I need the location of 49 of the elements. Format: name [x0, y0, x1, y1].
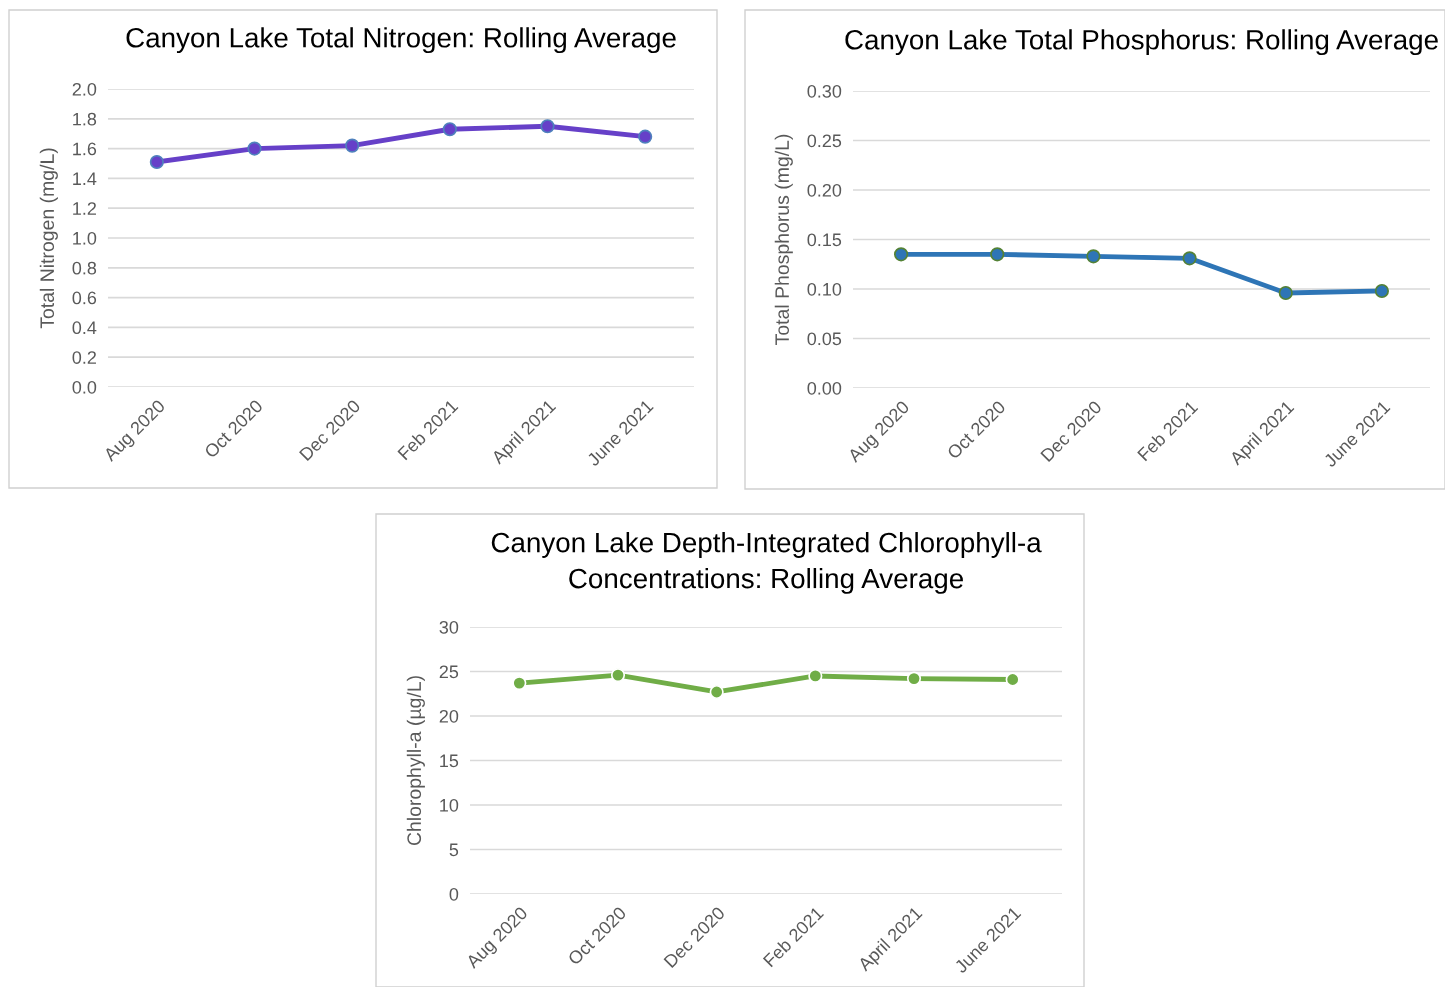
y-tick-label: 0.20 — [807, 183, 842, 197]
y-tick-label: 1.8 — [73, 112, 97, 126]
point — [893, 247, 909, 262]
y-tick-label: 0.2 — [72, 351, 96, 364]
y-tick-label: 0.25 — [807, 134, 842, 148]
point — [906, 671, 922, 686]
y-tick-label: 2.0 — [72, 82, 97, 96]
y-tick-label: 1.4 — [73, 172, 97, 185]
y-tick-label: 20 — [439, 709, 459, 723]
y-tick-label: 1.2 — [73, 202, 96, 215]
y-tick-label: 0.30 — [807, 84, 842, 98]
y-tick-label: 0 — [449, 887, 459, 901]
chart-title: Canyon Lake Depth-Integrated Chlorophyll-a Concentrations: Rolling Average — [491, 532, 1042, 594]
point — [247, 141, 262, 156]
y-tick-label: 0.0 — [72, 380, 97, 394]
y-tick-label: 0.8 — [72, 261, 97, 275]
y-tick-label: 0.05 — [807, 332, 842, 346]
point — [1086, 249, 1101, 264]
point — [610, 667, 626, 683]
y-tick-label: 0.15 — [807, 233, 842, 247]
point — [1005, 672, 1020, 687]
point — [149, 154, 164, 170]
point — [638, 129, 653, 144]
chart-title: Canyon Lake Total Phosphorus: Rolling Average — [845, 29, 1438, 56]
point — [1374, 283, 1390, 299]
point — [709, 684, 724, 700]
y-tick-label: 15 — [440, 754, 459, 768]
point — [442, 122, 457, 137]
y-tick-label: 0.10 — [807, 282, 842, 296]
y-tick-label: 10 — [440, 798, 459, 812]
y-tick-label: 5 — [449, 843, 459, 857]
y-tick-label: 0.4 — [72, 321, 97, 335]
y-tick-label: 1.0 — [73, 231, 97, 245]
chart-title: Canyon Lake Total Nitrogen: Rolling Average — [126, 27, 676, 54]
point — [808, 668, 823, 684]
y-tick-label: 1.6 — [73, 142, 97, 156]
point — [1278, 285, 1293, 301]
y-tick-label: 0.00 — [807, 381, 842, 395]
point — [512, 675, 527, 691]
y-axis-title: Total Nitrogen (mg/L) — [39, 148, 58, 329]
y-axis-title: Total Phosphorus (mg/L) — [774, 134, 793, 345]
point — [345, 138, 360, 153]
y-tick-label: 25 — [439, 665, 459, 679]
y-axis-title: Chlorophyll-a (µg/L) — [406, 676, 425, 846]
point — [1182, 251, 1197, 266]
y-tick-label: 0.6 — [72, 291, 97, 305]
y-tick-label: 30 — [439, 620, 459, 634]
point — [990, 247, 1005, 262]
point — [540, 119, 555, 134]
